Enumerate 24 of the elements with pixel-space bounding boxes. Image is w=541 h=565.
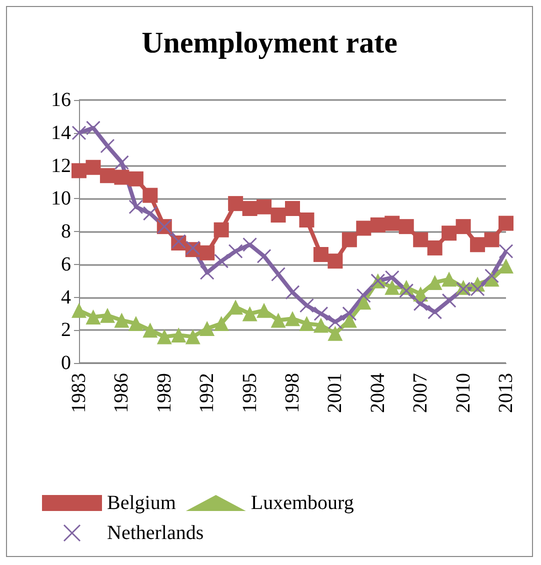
y-tick-label: 2 xyxy=(61,319,71,342)
x-tick-label: 2001 xyxy=(324,373,346,413)
y-tick-label: 12 xyxy=(51,154,71,177)
y-tick-label: 16 xyxy=(51,89,71,111)
y-tick-label: 10 xyxy=(51,188,71,210)
y-tick-label: 6 xyxy=(61,253,71,276)
x-tick-label: 1998 xyxy=(282,373,304,413)
chart-title: Unemployment rate xyxy=(142,26,398,60)
x-tick-label: 2004 xyxy=(366,373,389,413)
x-tick-label: 2010 xyxy=(452,373,474,413)
y-tick-label: 14 xyxy=(51,122,71,144)
x-tick-label: 1995 xyxy=(238,373,261,413)
x-tick-label: 2007 xyxy=(410,373,432,413)
legend-label: Belgium xyxy=(107,492,176,514)
y-tick-label: 0 xyxy=(61,352,71,374)
legend-label: Netherlands xyxy=(107,522,204,544)
legend-label: Luxembourg xyxy=(250,492,354,514)
x-tick-label: 1983 xyxy=(68,373,90,413)
x-tick-label: 1992 xyxy=(196,373,218,413)
y-tick-label: 4 xyxy=(61,286,71,308)
y-tick-label: 8 xyxy=(61,220,71,242)
x-tick-label: 2013 xyxy=(495,373,517,413)
x-tick-label: 1986 xyxy=(110,373,133,413)
x-tick-label: 1989 xyxy=(153,373,176,413)
